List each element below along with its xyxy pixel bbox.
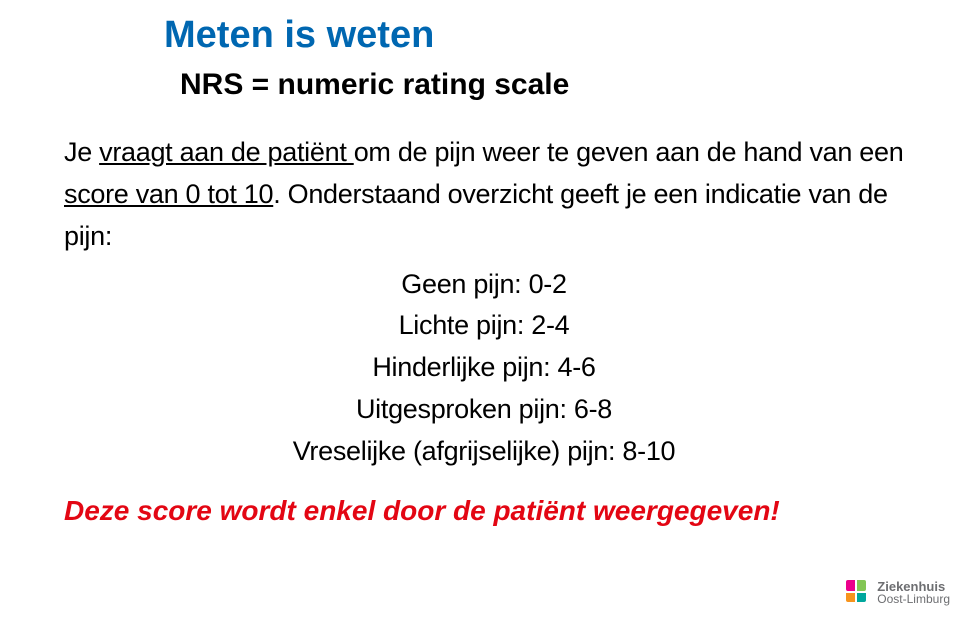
- logo-mark-icon: [841, 577, 871, 607]
- logo-line1: Ziekenhuis: [877, 580, 950, 593]
- intro-underline2: score van 0 tot 10: [64, 179, 273, 209]
- scale-item: Lichte pijn: 2-4: [64, 305, 904, 347]
- scale-item: Vreselijke (afgrijselijke) pijn: 8-10: [64, 431, 904, 473]
- footer-note: Deze score wordt enkel door de patiënt w…: [64, 495, 904, 527]
- slide: Meten is weten NRS = numeric rating scal…: [0, 0, 960, 617]
- scale-item: Uitgesproken pijn: 6-8: [64, 389, 904, 431]
- scale-item: Hinderlijke pijn: 4-6: [64, 347, 904, 389]
- pain-scale-list: Geen pijn: 0-2 Lichte pijn: 2-4 Hinderli…: [64, 264, 904, 473]
- intro-underline1: vraagt aan de patiënt: [99, 137, 354, 167]
- slide-subtitle: NRS = numeric rating scale: [180, 68, 569, 102]
- body-text: Je vraagt aan de patiënt om de pijn weer…: [64, 132, 904, 473]
- intro-paragraph: Je vraagt aan de patiënt om de pijn weer…: [64, 132, 904, 258]
- logo-line2: Oost-Limburg: [877, 593, 950, 605]
- slide-title: Meten is weten: [164, 14, 434, 57]
- hospital-logo: Ziekenhuis Oost-Limburg: [841, 577, 950, 607]
- logo-text: Ziekenhuis Oost-Limburg: [877, 580, 950, 605]
- scale-item: Geen pijn: 0-2: [64, 264, 904, 306]
- intro-part2: om de pijn weer te geven aan de hand van…: [354, 137, 904, 167]
- intro-part1: Je: [64, 137, 99, 167]
